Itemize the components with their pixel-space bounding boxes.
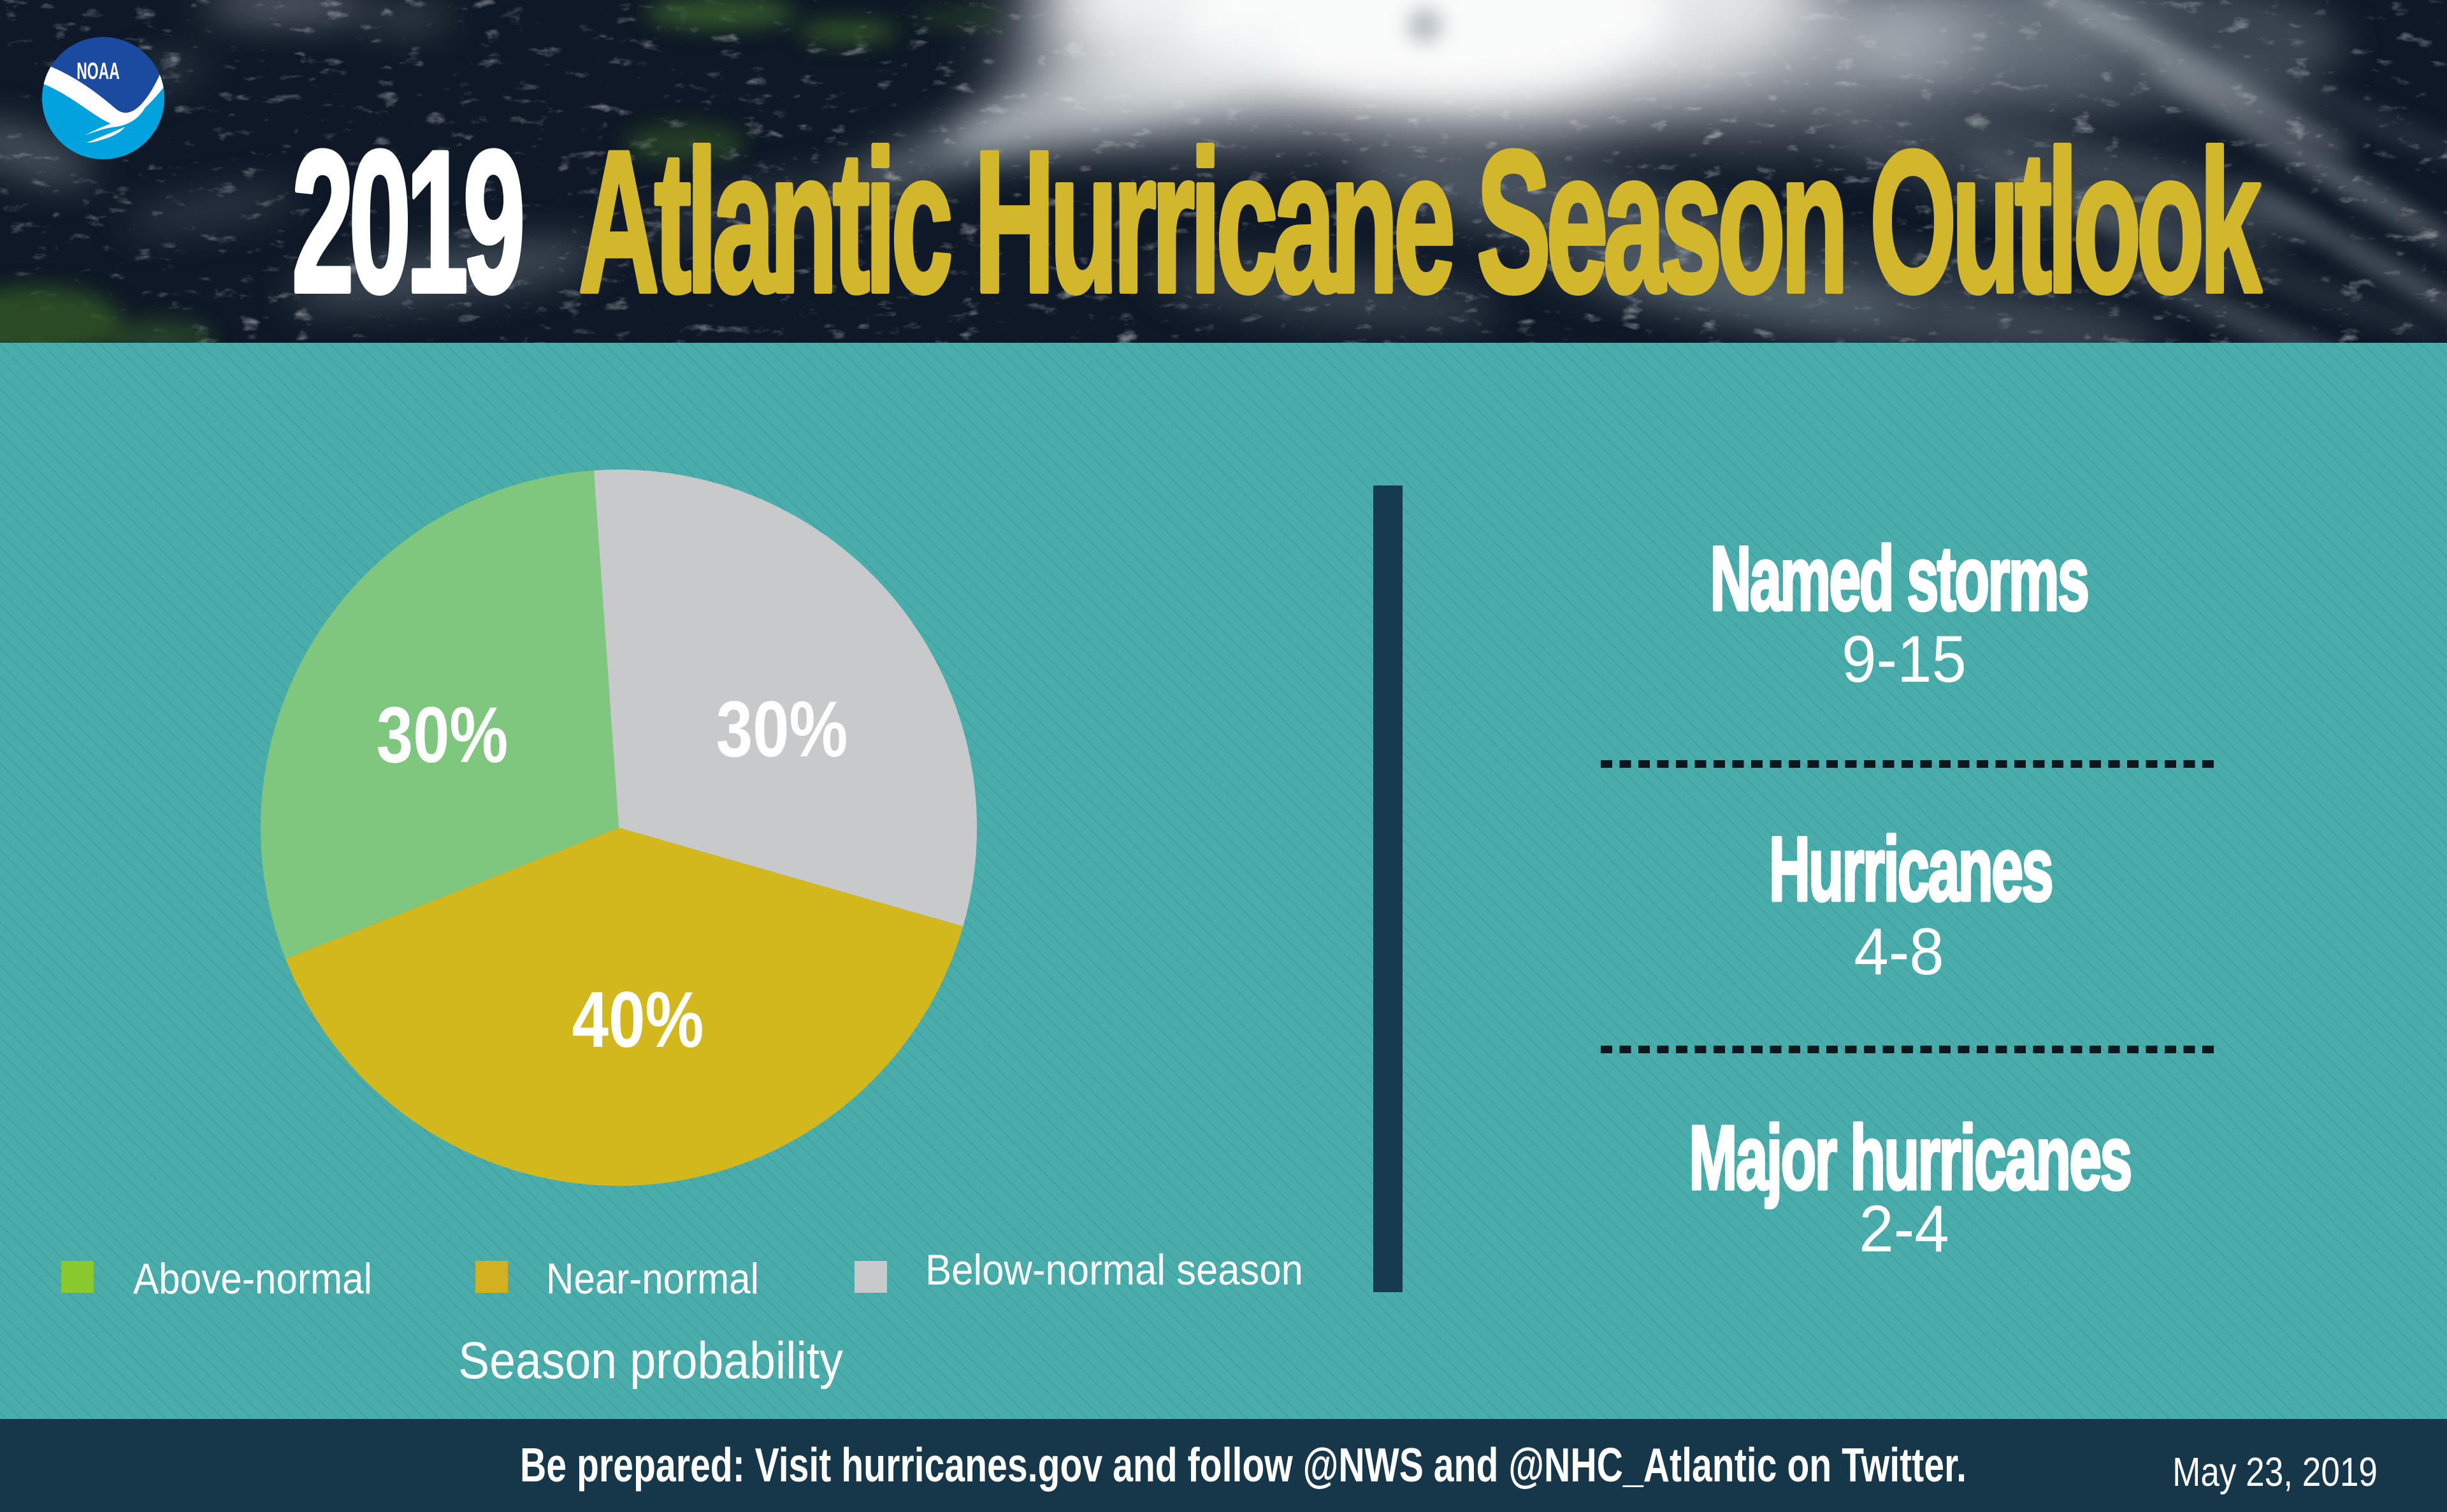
svg-text:4-8: 4-8: [1854, 915, 1944, 988]
svg-text:Near-normal: Near-normal: [546, 1255, 759, 1303]
svg-text:Season probability: Season probability: [458, 1332, 843, 1390]
svg-text:Be prepared: Visit hurricanes.: Be prepared: Visit hurricanes.gov and fo…: [520, 1439, 1967, 1492]
svg-text:Hurricanes: Hurricanes: [1769, 819, 2052, 920]
svg-text:Atlantic Hurricane Season Outl: Atlantic Hurricane Season Outlook: [579, 110, 2262, 335]
svg-text:30%: 30%: [377, 691, 509, 779]
svg-text:2019: 2019: [292, 110, 521, 335]
svg-text:Below-normal season: Below-normal season: [925, 1245, 1303, 1293]
svg-text:Above-normal: Above-normal: [133, 1255, 372, 1303]
svg-text:2-4: 2-4: [1859, 1192, 1949, 1265]
svg-text:May 23, 2019: May 23, 2019: [2172, 1450, 2378, 1495]
svg-text:9-15: 9-15: [1842, 623, 1967, 696]
svg-text:NOAA: NOAA: [76, 57, 120, 84]
svg-text:30%: 30%: [716, 686, 848, 774]
svg-text:40%: 40%: [572, 976, 704, 1064]
svg-text:Named storms: Named storms: [1710, 528, 2088, 630]
svg-text:Major hurricanes: Major hurricanes: [1689, 1107, 2130, 1209]
